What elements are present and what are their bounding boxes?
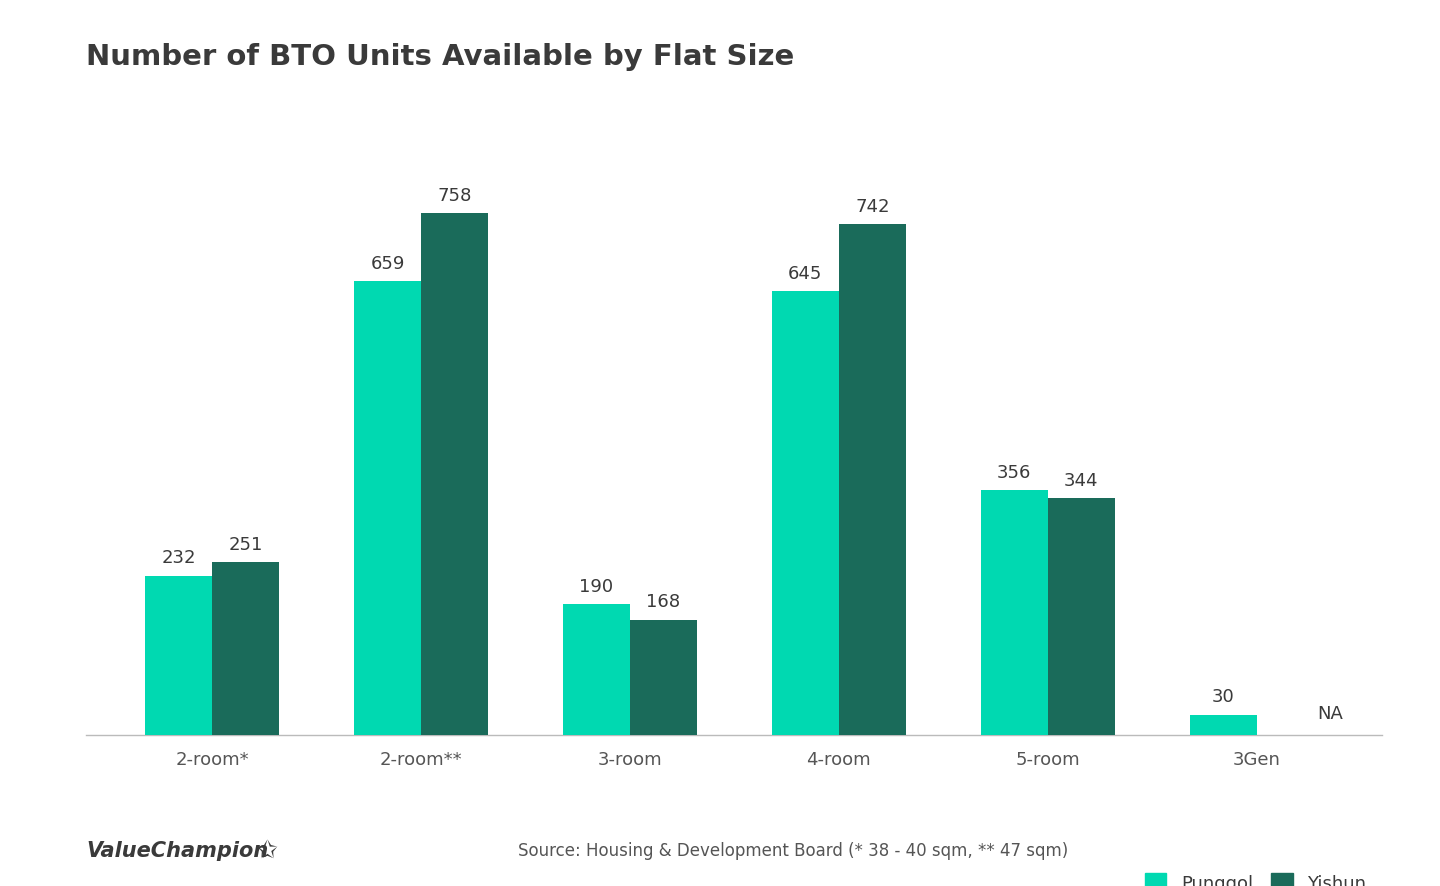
Text: 344: 344 <box>1064 472 1099 490</box>
Bar <box>1189 715 1257 735</box>
Bar <box>840 224 906 735</box>
Text: NA: NA <box>1318 705 1344 723</box>
Text: 758: 758 <box>438 187 472 205</box>
Text: 190: 190 <box>579 579 613 596</box>
Text: 356: 356 <box>996 463 1031 482</box>
Text: 168: 168 <box>647 594 681 611</box>
Bar <box>354 281 420 735</box>
Text: 30: 30 <box>1212 688 1234 706</box>
Text: ✩: ✩ <box>256 838 278 863</box>
Text: 645: 645 <box>788 265 822 283</box>
Bar <box>772 291 840 735</box>
Legend: Punggol, Yishun: Punggol, Yishun <box>1138 867 1374 886</box>
Text: 742: 742 <box>855 198 890 216</box>
Bar <box>1048 498 1115 735</box>
Text: 659: 659 <box>370 255 405 273</box>
Bar <box>981 490 1048 735</box>
Text: ValueChampion: ValueChampion <box>86 841 269 860</box>
Text: Number of BTO Units Available by Flat Size: Number of BTO Units Available by Flat Si… <box>86 43 795 71</box>
Bar <box>629 619 697 735</box>
Bar <box>145 576 212 735</box>
Bar <box>420 213 488 735</box>
Bar <box>212 563 279 735</box>
Bar <box>563 604 629 735</box>
Text: Source: Housing & Development Board (* 38 - 40 sqm, ** 47 sqm): Source: Housing & Development Board (* 3… <box>518 842 1068 859</box>
Text: 251: 251 <box>229 536 262 554</box>
Text: 232: 232 <box>161 549 196 567</box>
